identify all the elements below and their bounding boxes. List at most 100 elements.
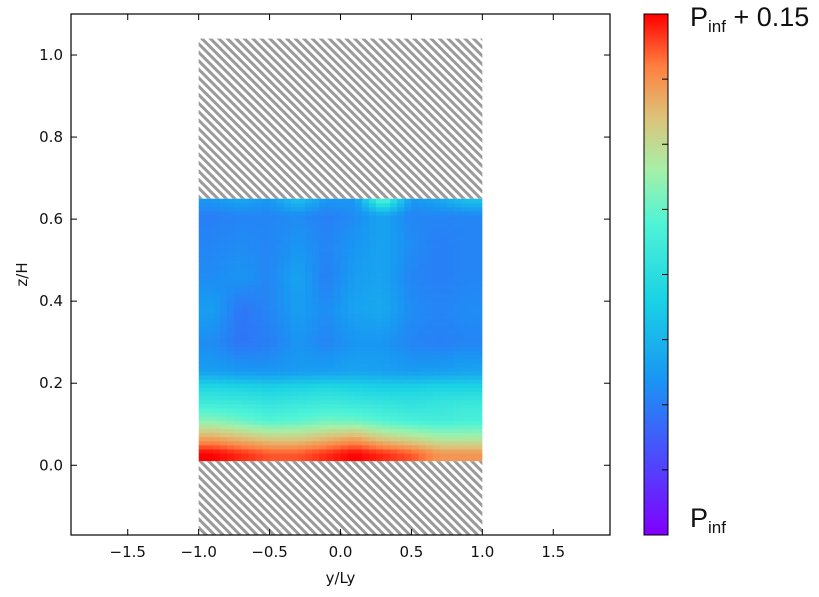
heatmap-cell bbox=[375, 301, 384, 306]
heatmap-cell bbox=[340, 276, 349, 282]
heatmap-cell bbox=[418, 202, 427, 208]
heatmap-cell bbox=[205, 403, 214, 409]
heatmap-cell bbox=[326, 297, 335, 302]
heatmap-cell bbox=[305, 251, 313, 257]
heatmap-cell bbox=[475, 313, 483, 319]
heatmap-cell bbox=[461, 383, 469, 388]
heatmap-cell bbox=[354, 448, 363, 454]
heatmap-cell bbox=[375, 457, 384, 462]
heatmap-cell bbox=[461, 227, 469, 233]
heatmap-cell bbox=[198, 219, 207, 224]
heatmap-cell bbox=[283, 276, 292, 282]
heatmap-cell bbox=[269, 379, 278, 384]
heatmap-cell bbox=[248, 420, 256, 425]
heatmap-cell bbox=[446, 444, 455, 450]
heatmap-cell bbox=[319, 313, 327, 319]
heatmap-cell bbox=[234, 198, 242, 204]
heatmap-cell bbox=[290, 251, 299, 257]
heatmap-cell bbox=[468, 387, 476, 393]
heatmap-cell bbox=[283, 206, 292, 212]
heatmap-cell bbox=[198, 416, 207, 421]
heatmap-cell bbox=[397, 403, 405, 409]
heatmap-cell bbox=[319, 354, 327, 360]
heatmap-cell bbox=[453, 420, 462, 425]
heatmap-cell bbox=[439, 452, 448, 458]
heatmap-cell bbox=[347, 354, 356, 360]
heatmap-cell bbox=[340, 206, 349, 212]
heatmap-cell bbox=[468, 407, 476, 413]
heatmap-cell bbox=[198, 375, 207, 380]
heatmap-cell bbox=[312, 452, 320, 458]
heatmap-cell bbox=[475, 416, 483, 421]
heatmap-cell bbox=[312, 370, 320, 376]
heatmap-cell bbox=[248, 370, 256, 376]
heatmap-cell bbox=[212, 411, 221, 417]
heatmap-cell bbox=[276, 288, 285, 294]
heatmap-cell bbox=[234, 317, 242, 323]
heatmap-cell bbox=[453, 350, 462, 356]
heatmap-cell bbox=[354, 333, 363, 339]
heatmap-cell bbox=[361, 288, 370, 294]
heatmap-cell bbox=[227, 366, 235, 372]
heatmap-cell bbox=[375, 395, 384, 401]
heatmap-cell bbox=[475, 280, 483, 286]
heatmap-cell bbox=[212, 206, 221, 212]
heatmap-cell bbox=[397, 231, 405, 237]
heatmap-cell bbox=[390, 210, 398, 216]
heatmap-cell bbox=[312, 223, 320, 228]
heatmap-cell bbox=[390, 325, 398, 331]
heatmap-cell bbox=[326, 309, 335, 315]
heatmap-cell bbox=[276, 448, 285, 454]
heatmap-cell bbox=[234, 247, 242, 253]
heatmap-cell bbox=[354, 297, 363, 302]
heatmap-cell bbox=[283, 247, 292, 253]
heatmap-cell bbox=[446, 333, 455, 339]
heatmap-cell bbox=[397, 407, 405, 413]
heatmap-cell bbox=[312, 432, 320, 438]
heatmap-cell bbox=[383, 288, 391, 294]
heatmap-cell bbox=[326, 268, 335, 274]
heatmap-cell bbox=[411, 280, 420, 286]
heatmap-cell bbox=[383, 420, 391, 425]
heatmap-cell bbox=[255, 383, 264, 388]
heatmap-cell bbox=[248, 227, 256, 233]
heatmap-cell bbox=[461, 272, 469, 278]
heatmap-cell bbox=[425, 338, 434, 343]
heatmap-cell bbox=[461, 206, 469, 212]
heatmap-cell bbox=[326, 223, 335, 228]
heatmap-cell bbox=[319, 350, 327, 356]
heatmap-cell bbox=[234, 309, 242, 315]
colorbar-max-label: Pinf + 0.15 bbox=[690, 2, 809, 37]
heatmap-cell bbox=[198, 440, 207, 446]
heatmap-cell bbox=[461, 231, 469, 237]
heatmap-cell bbox=[269, 284, 278, 290]
heatmap-cell bbox=[375, 215, 384, 220]
heatmap-cell bbox=[205, 309, 214, 315]
heatmap-cell bbox=[198, 268, 207, 274]
heatmap-cell bbox=[241, 210, 249, 216]
heatmap-cell bbox=[255, 411, 264, 417]
heatmap-cell bbox=[312, 202, 320, 208]
heatmap-cell bbox=[383, 329, 391, 335]
heatmap-cell bbox=[383, 358, 391, 364]
heatmap-cell bbox=[347, 284, 356, 290]
heatmap-cell bbox=[404, 362, 413, 368]
heatmap-cell bbox=[390, 358, 398, 364]
heatmap-cell bbox=[297, 444, 306, 450]
heatmap-cell bbox=[361, 452, 370, 458]
heatmap-cell bbox=[305, 387, 313, 393]
heatmap-cell bbox=[475, 239, 483, 245]
heatmap-cell bbox=[290, 391, 299, 397]
heatmap-cell bbox=[305, 375, 313, 380]
heatmap-cell bbox=[425, 305, 434, 310]
heatmap-cell bbox=[219, 325, 228, 331]
heatmap-cell bbox=[439, 424, 448, 429]
heatmap-cell bbox=[468, 354, 476, 360]
heatmap-cell bbox=[326, 313, 335, 319]
heatmap-cell bbox=[198, 247, 207, 253]
heatmap-cell bbox=[340, 251, 349, 257]
heatmap-cell bbox=[383, 206, 391, 212]
heatmap-cell bbox=[269, 243, 278, 249]
heatmap-cell bbox=[361, 325, 370, 331]
heatmap-cell bbox=[411, 231, 420, 237]
